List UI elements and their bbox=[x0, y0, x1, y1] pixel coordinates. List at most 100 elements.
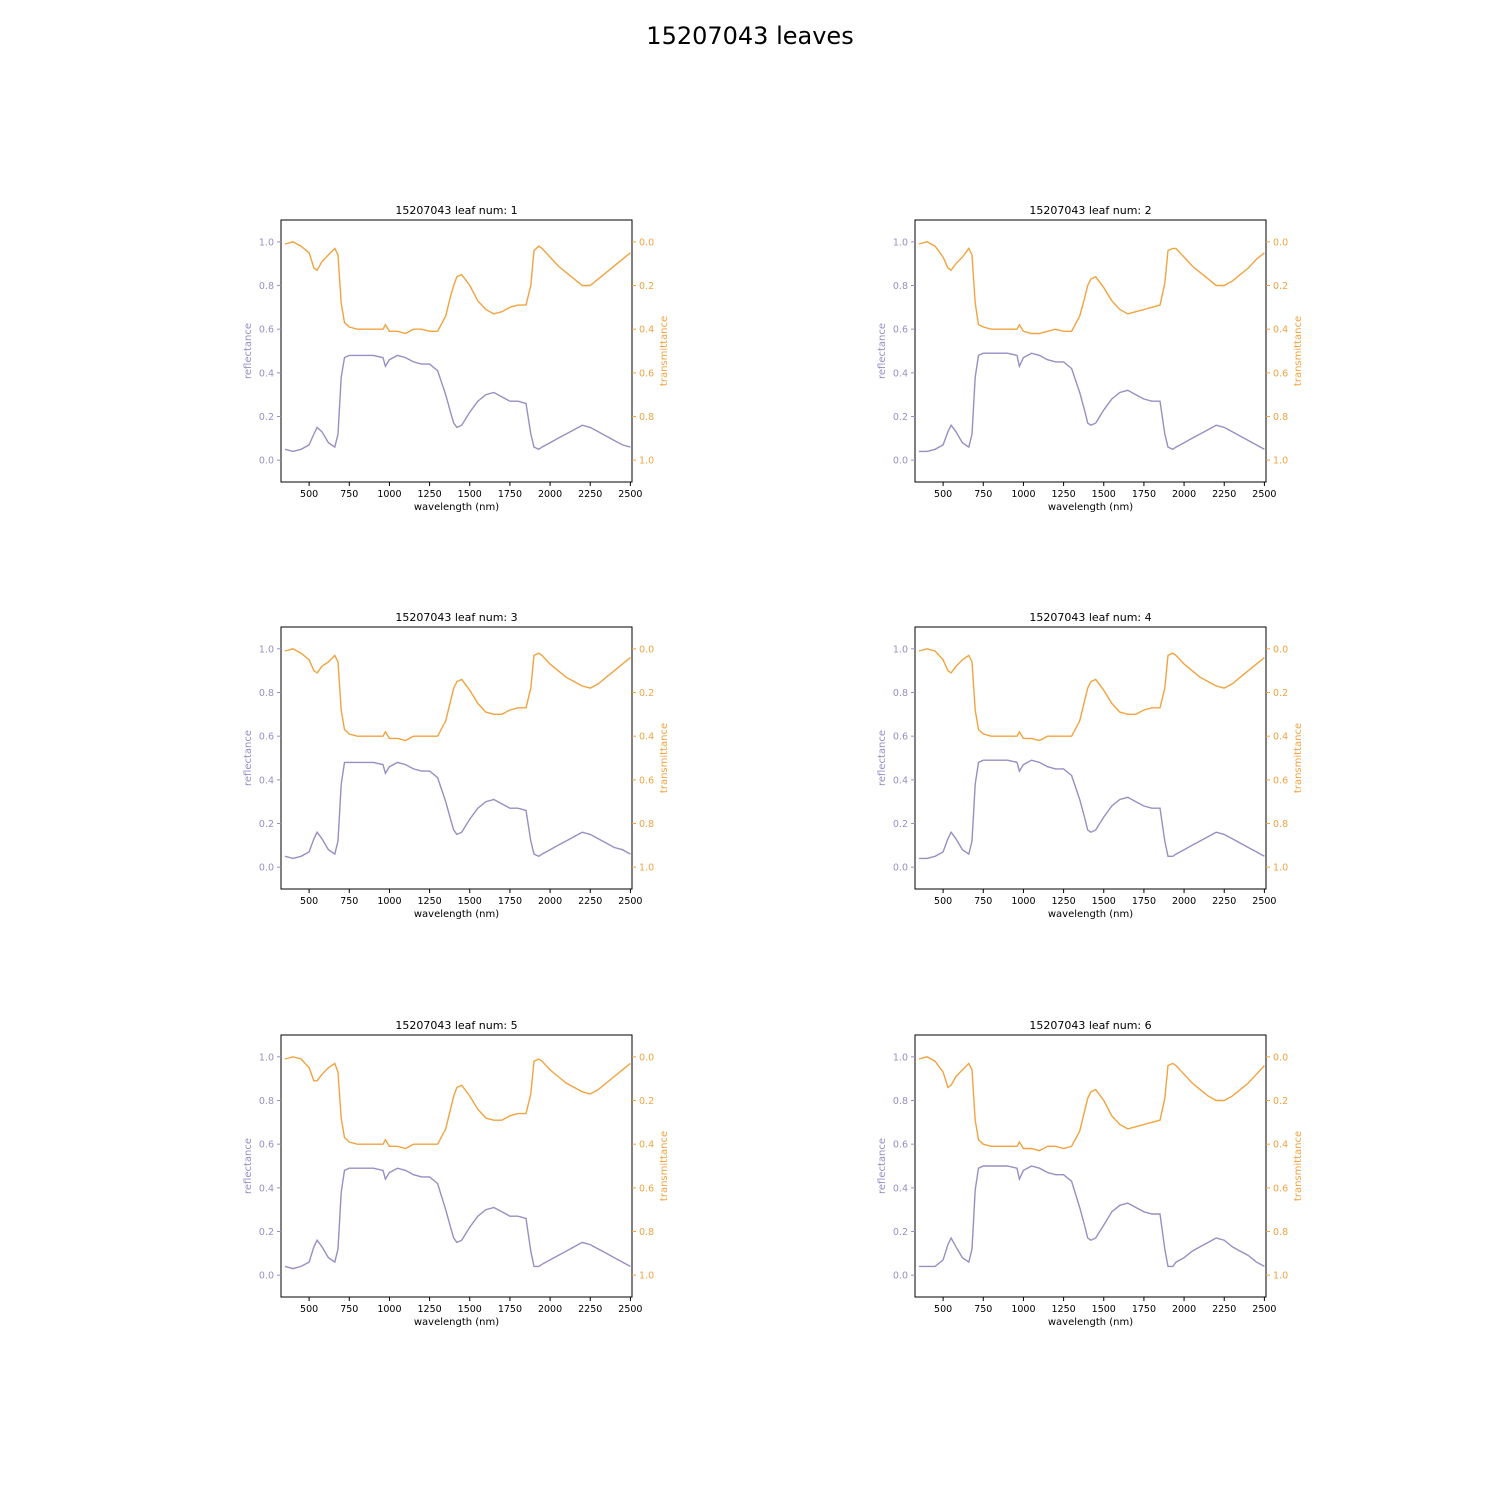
reflectance-line bbox=[284, 1167, 631, 1270]
left-tick-label: 0.6 bbox=[259, 1140, 274, 1151]
subplot-1: 15207043 leaf num: 1 500 750 1000 1250 1500 17… bbox=[243, 204, 670, 513]
subplot-title: 15207043 leaf num: 1 bbox=[395, 204, 517, 217]
subplot-5: 15207043 leaf num: 5 500 750 1000 1250 1500 17… bbox=[243, 1019, 670, 1328]
left-tick-label: 0.2 bbox=[259, 1227, 274, 1238]
x-tick-label: 2250 bbox=[578, 489, 602, 500]
right-tick-label: 0.8 bbox=[639, 819, 654, 830]
left-tick-label: 0.6 bbox=[259, 325, 274, 336]
transmittance-line bbox=[918, 1056, 1265, 1152]
left-tick-label: 0.8 bbox=[893, 1096, 908, 1107]
left-tick-label: 0.4 bbox=[259, 368, 274, 379]
plot-frame bbox=[914, 1034, 1267, 1298]
left-tick-label: 1.0 bbox=[259, 237, 274, 248]
transmittance-line bbox=[284, 1056, 631, 1150]
y-axis-label-right: transmittance bbox=[659, 316, 670, 386]
transmittance-line bbox=[918, 648, 1265, 742]
x-tick-label: 2500 bbox=[1252, 1304, 1276, 1315]
left-tick-label: 0.6 bbox=[893, 732, 908, 743]
subplot-title: 15207043 leaf num: 3 bbox=[395, 611, 517, 624]
x-axis-label: wavelength (nm) bbox=[414, 1317, 499, 1328]
x-tick-label: 2250 bbox=[1212, 896, 1236, 907]
x-tick-label: 2500 bbox=[618, 896, 642, 907]
x-tick-label: 2500 bbox=[618, 489, 642, 500]
x-tick-label: 1750 bbox=[498, 1304, 522, 1315]
x-tick-label: 2000 bbox=[1172, 489, 1196, 500]
right-tick-label: 1.0 bbox=[1273, 1271, 1288, 1282]
right-tick-label: 0.2 bbox=[639, 281, 654, 292]
x-axis-label: wavelength (nm) bbox=[1048, 1317, 1133, 1328]
x-tick-label: 2000 bbox=[1172, 1304, 1196, 1315]
y-axis-label-right: transmittance bbox=[1293, 1131, 1304, 1201]
x-tick-label: 500 bbox=[300, 489, 318, 500]
x-tick-label: 1000 bbox=[1011, 896, 1035, 907]
x-tick-label: 1000 bbox=[377, 896, 401, 907]
subplot-title: 15207043 leaf num: 5 bbox=[395, 1019, 517, 1032]
x-tick-label: 750 bbox=[974, 896, 992, 907]
x-tick-label: 2250 bbox=[1212, 489, 1236, 500]
x-tick-label: 750 bbox=[974, 489, 992, 500]
right-tick-label: 0.0 bbox=[1273, 237, 1288, 248]
y-axis-label-left: reflectance bbox=[243, 1138, 254, 1194]
x-tick-label: 2000 bbox=[538, 489, 562, 500]
x-tick-label: 1250 bbox=[1051, 489, 1075, 500]
right-tick-label: 0.0 bbox=[639, 237, 654, 248]
right-tick-label: 0.0 bbox=[1273, 1052, 1288, 1063]
plot-frame bbox=[914, 219, 1267, 483]
y-axis-label-right: transmittance bbox=[1293, 723, 1304, 793]
x-tick-label: 2500 bbox=[1252, 896, 1276, 907]
left-tick-label: 0.8 bbox=[259, 281, 274, 292]
left-tick-label: 0.2 bbox=[259, 819, 274, 830]
x-tick-label: 2250 bbox=[578, 1304, 602, 1315]
x-tick-label: 1750 bbox=[498, 489, 522, 500]
x-tick-label: 750 bbox=[340, 896, 358, 907]
right-tick-label: 0.4 bbox=[639, 1140, 654, 1151]
x-tick-label: 1750 bbox=[1132, 896, 1156, 907]
right-tick-label: 1.0 bbox=[639, 1271, 654, 1282]
left-tick-label: 0.8 bbox=[259, 1096, 274, 1107]
right-tick-label: 0.4 bbox=[639, 325, 654, 336]
left-tick-label: 1.0 bbox=[893, 644, 908, 655]
x-tick-label: 2250 bbox=[578, 896, 602, 907]
reflectance-line bbox=[284, 761, 631, 860]
right-tick-label: 0.6 bbox=[639, 368, 654, 379]
right-tick-label: 0.4 bbox=[1273, 1140, 1288, 1151]
left-tick-label: 0.0 bbox=[259, 456, 274, 467]
left-tick-label: 0.6 bbox=[893, 1140, 908, 1151]
subplot-2: 15207043 leaf num: 2 500 750 1000 1250 1500 17… bbox=[877, 204, 1304, 513]
plot-frame bbox=[280, 219, 633, 483]
left-tick-label: 1.0 bbox=[893, 1052, 908, 1063]
right-tick-label: 1.0 bbox=[639, 863, 654, 874]
right-tick-label: 1.0 bbox=[1273, 456, 1288, 467]
right-tick-label: 0.8 bbox=[639, 1227, 654, 1238]
right-tick-label: 0.2 bbox=[639, 688, 654, 699]
x-tick-label: 1250 bbox=[417, 489, 441, 500]
x-tick-label: 1500 bbox=[458, 896, 482, 907]
left-tick-label: 0.4 bbox=[893, 1183, 908, 1194]
right-tick-label: 0.4 bbox=[639, 732, 654, 743]
reflectance-line bbox=[919, 759, 1265, 860]
reflectance-line bbox=[919, 352, 1265, 453]
right-tick-label: 0.4 bbox=[1273, 325, 1288, 336]
right-tick-label: 0.4 bbox=[1273, 732, 1288, 743]
x-tick-label: 500 bbox=[934, 1304, 952, 1315]
left-tick-label: 0.8 bbox=[893, 281, 908, 292]
subplot-6: 15207043 leaf num: 6 500 750 1000 1250 1500 17… bbox=[877, 1019, 1304, 1328]
y-axis-label-right: transmittance bbox=[659, 1131, 670, 1201]
right-tick-label: 0.0 bbox=[1273, 644, 1288, 655]
x-tick-label: 500 bbox=[300, 1304, 318, 1315]
right-tick-label: 0.8 bbox=[1273, 819, 1288, 830]
right-tick-label: 0.2 bbox=[1273, 281, 1288, 292]
subplot-3: 15207043 leaf num: 3 500 750 1000 1250 1500 17… bbox=[243, 611, 670, 920]
left-tick-label: 0.4 bbox=[893, 368, 908, 379]
left-tick-label: 0.0 bbox=[893, 456, 908, 467]
left-tick-label: 0.6 bbox=[259, 732, 274, 743]
x-tick-label: 1500 bbox=[458, 489, 482, 500]
left-tick-label: 0.4 bbox=[893, 775, 908, 786]
plot-frame bbox=[280, 1034, 633, 1298]
right-tick-label: 0.6 bbox=[1273, 1183, 1288, 1194]
x-axis-label: wavelength (nm) bbox=[414, 909, 499, 920]
plot-frame bbox=[914, 626, 1267, 890]
left-tick-label: 1.0 bbox=[259, 1052, 274, 1063]
x-tick-label: 1750 bbox=[1132, 1304, 1156, 1315]
left-tick-label: 0.0 bbox=[893, 1271, 908, 1282]
